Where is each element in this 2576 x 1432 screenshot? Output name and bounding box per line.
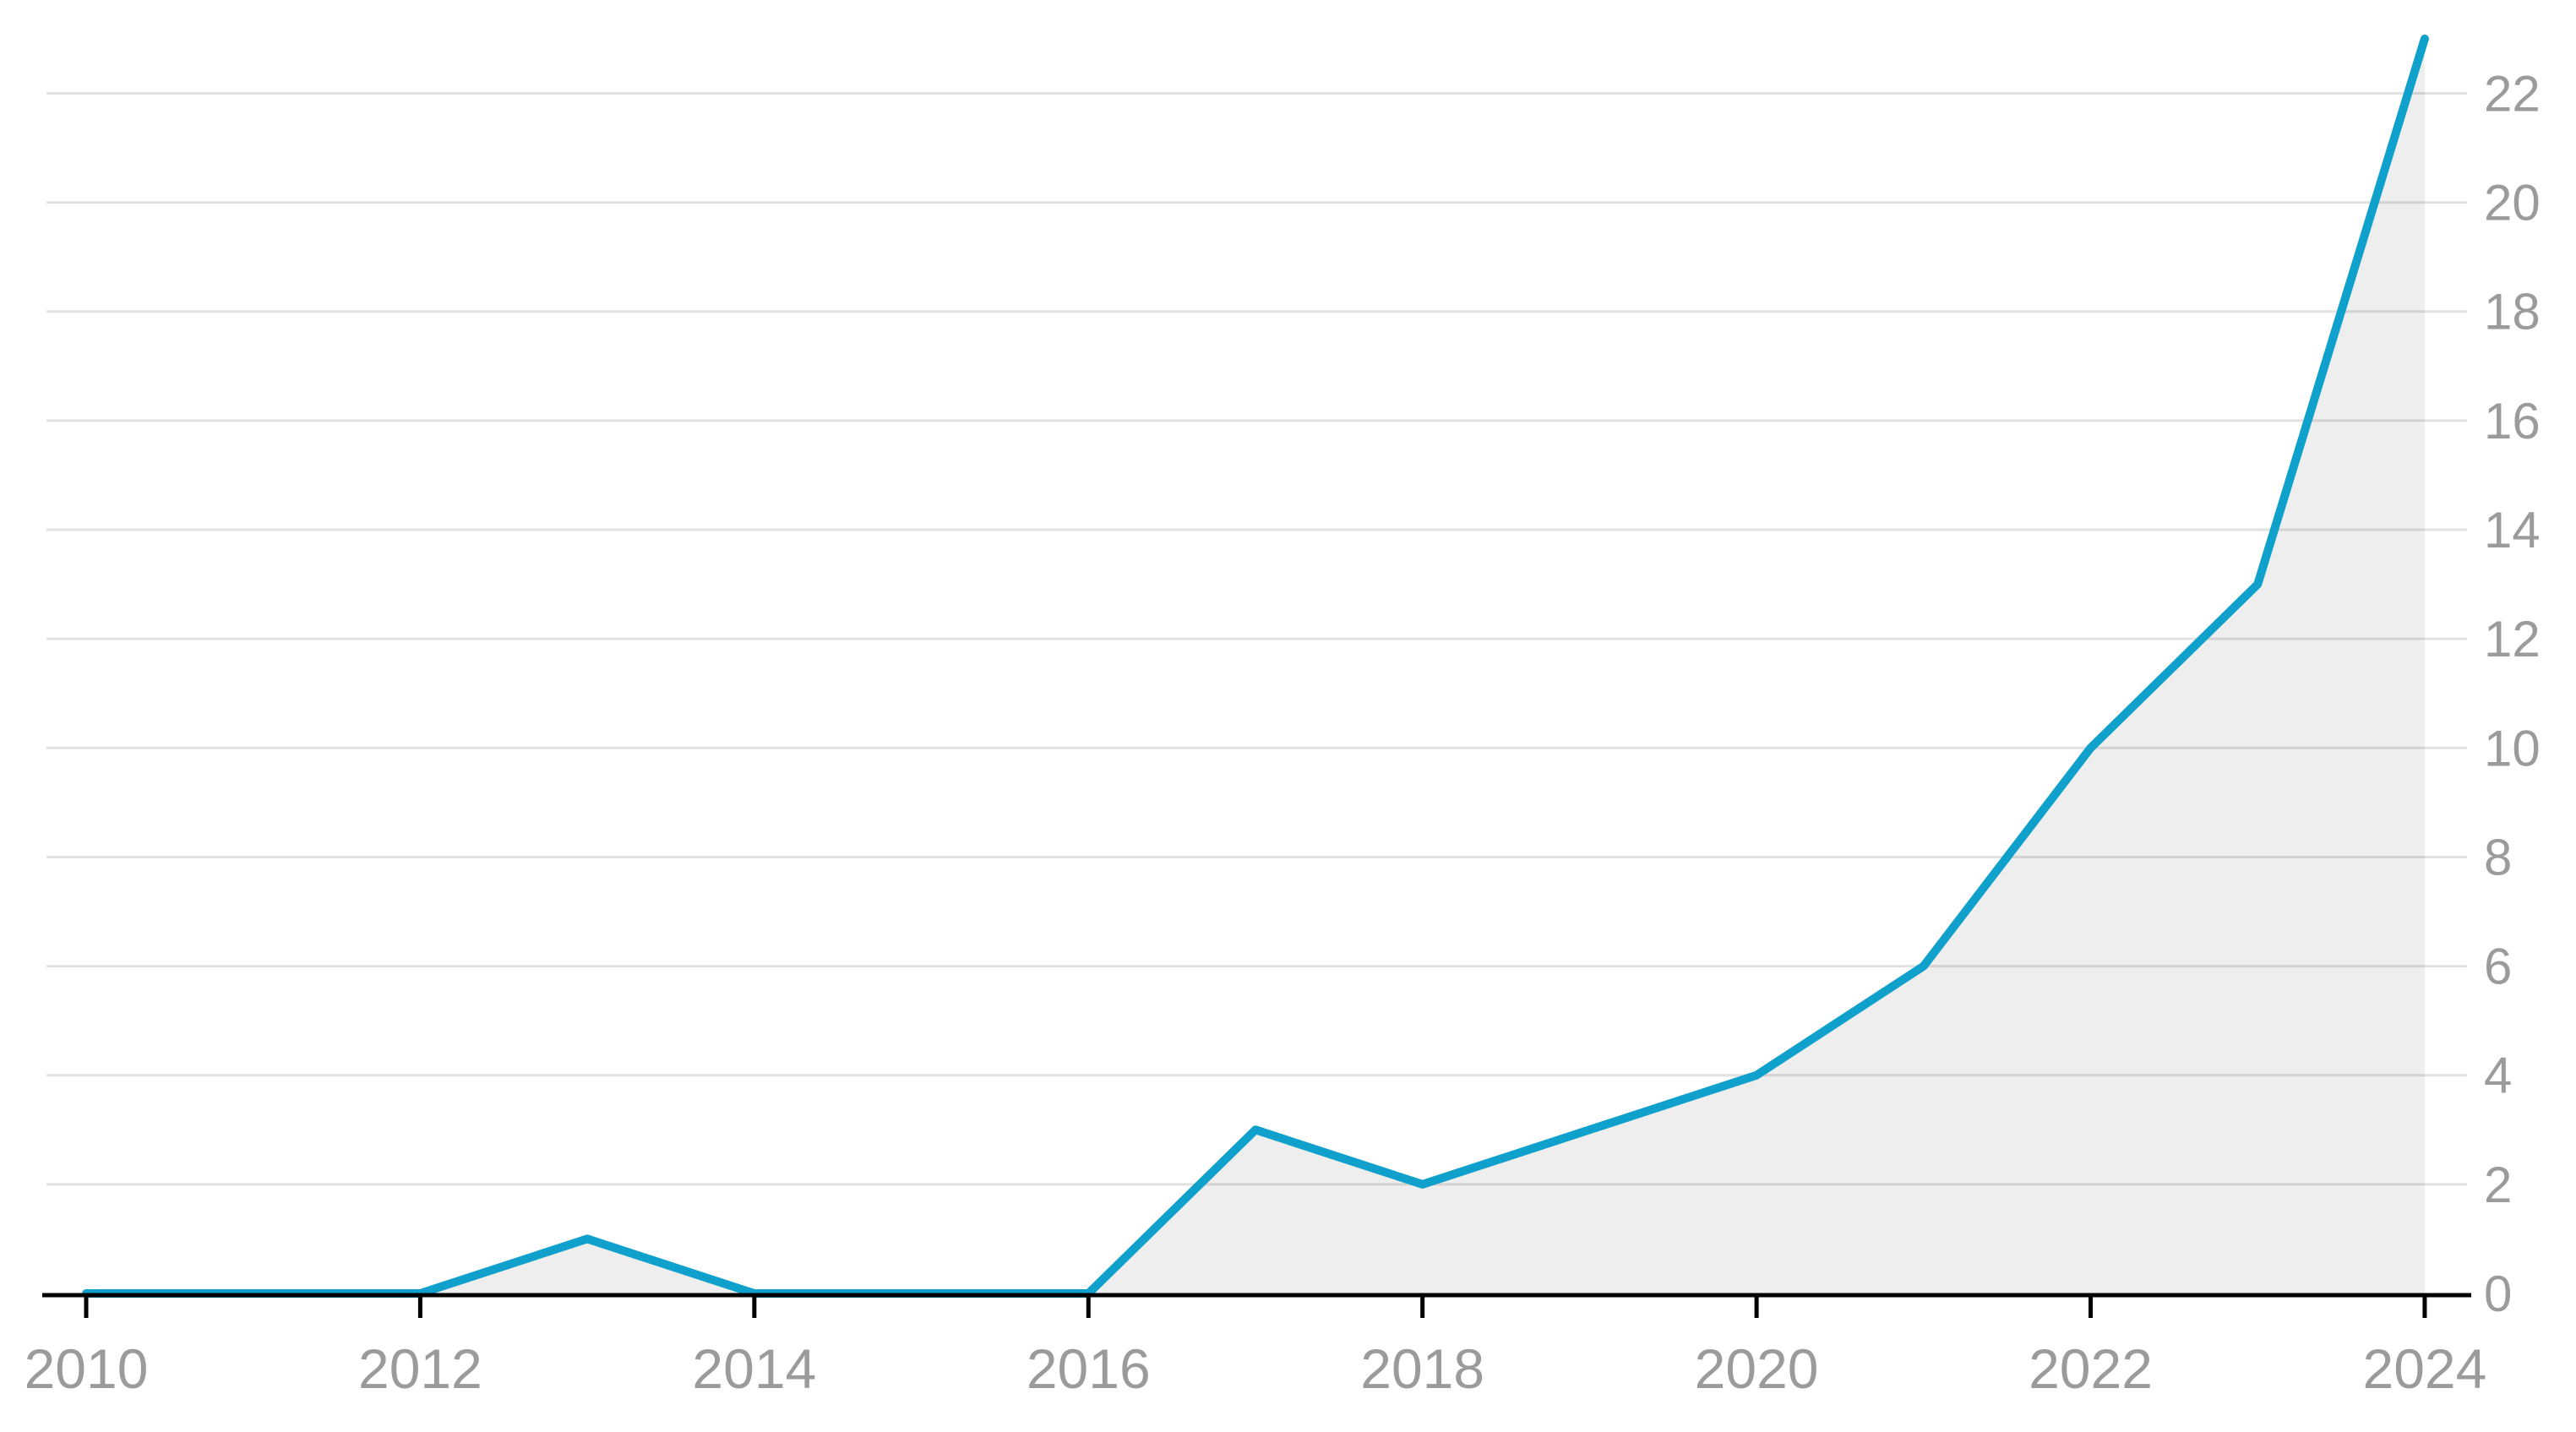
- y-tick-label: 0: [2484, 1266, 2512, 1322]
- y-tick-label: 6: [2484, 939, 2512, 995]
- data-line: [82, 34, 2429, 1298]
- area-fill: [86, 38, 2425, 1293]
- x-tick-label: 2024: [2363, 1337, 2487, 1400]
- x-tick-label: 2014: [692, 1337, 816, 1400]
- y-tick-label: 2: [2484, 1157, 2512, 1213]
- y-tick-label: 14: [2484, 502, 2541, 558]
- x-tick-label: 2022: [2029, 1337, 2153, 1400]
- x-tick-label: 2012: [358, 1337, 482, 1400]
- y-tick-label: 8: [2484, 829, 2512, 885]
- y-tick-label: 18: [2484, 284, 2541, 340]
- y-tick-label: 20: [2484, 175, 2541, 231]
- y-tick-label: 22: [2484, 65, 2541, 122]
- y-tick-label: 10: [2484, 720, 2541, 776]
- x-tick-label: 2010: [25, 1337, 149, 1400]
- y-tick-label: 12: [2484, 611, 2541, 667]
- x-tick-label: 2016: [1027, 1337, 1151, 1400]
- y-tick-label: 4: [2484, 1048, 2512, 1104]
- x-tick-label: 2020: [1695, 1337, 1819, 1400]
- x-tick-label: 2018: [1360, 1337, 1484, 1400]
- y-tick-label: 16: [2484, 393, 2541, 449]
